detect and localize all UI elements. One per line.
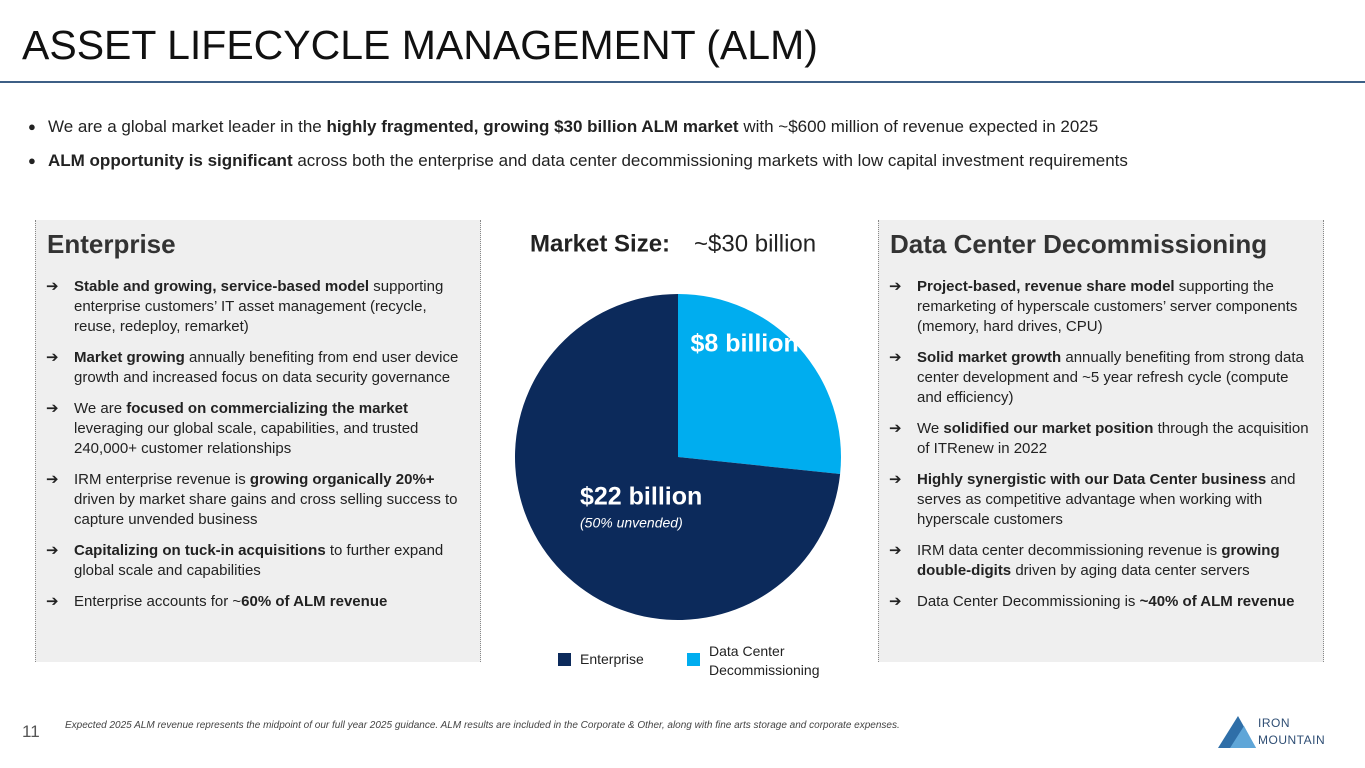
page-number: 11 — [22, 722, 40, 741]
slide-title: ASSET LIFECYCLE MANAGEMENT (ALM) — [22, 22, 818, 68]
text-run: Solid market growth — [917, 349, 1062, 366]
text-run: Stable and growing, service-based model — [74, 278, 370, 295]
text-run: driven by aging data center servers — [1011, 562, 1250, 579]
text-run: across both the enterprise and data cent… — [292, 151, 1128, 170]
logo-text: MOUNTAIN — [1258, 733, 1326, 747]
panel-heading: Data Center Decommissioning — [890, 229, 1268, 259]
text-run: Capitalizing on tuck-in acquisitions — [74, 542, 326, 559]
text-run: ~40% of ALM revenue — [1139, 593, 1295, 610]
text-run: annually benefiting from strong data cen… — [917, 349, 1304, 406]
text-run: highly fragmented, growing $30 billion A… — [326, 117, 739, 136]
text-run: IRM data center decommissioning revenue … — [917, 542, 1222, 559]
text-run: with ~$600 million of revenue expected i… — [738, 117, 1099, 136]
intro-bullet: We are a global market leader in the hig… — [28, 117, 1099, 137]
legend-label: Data Center Decommissioning — [709, 643, 819, 678]
bullet: Highly synergistic with our Data Center … — [889, 470, 1313, 530]
bullet: IRM data center decommissioning revenue … — [889, 541, 1313, 581]
bullet-list: Stable and growing, service-based model … — [46, 277, 470, 623]
pie-slice — [515, 294, 841, 620]
bullet: Capitalizing on tuck-in acquisitions to … — [46, 541, 470, 581]
text-run: Data Center Decommissioning is — [917, 593, 1140, 610]
title-rule — [0, 81, 1365, 83]
chart-title: Market Size: — [530, 230, 670, 257]
text-run: solidified our market position — [943, 420, 1154, 437]
logo-mark — [1218, 716, 1256, 748]
chart: Market Size: ~$30 billion $22 billion (50… — [515, 230, 841, 678]
bullet: We solidified our market position throug… — [889, 419, 1313, 459]
text-run: growing double-digits — [917, 542, 1280, 579]
chart-subtitle: ~$30 billion — [694, 230, 816, 257]
text-run: annually benefiting from end user device… — [74, 349, 459, 386]
bullet: Enterprise accounts for ~60% of ALM reve… — [46, 592, 470, 612]
text-run: We — [917, 420, 944, 437]
slice-label: $8 billion — [690, 330, 798, 358]
enterprise-panel: Enterprise Stable and growing, service-b… — [35, 220, 481, 662]
text-run: Project-based, revenue share model — [917, 278, 1175, 295]
legend-swatch — [558, 653, 571, 666]
panel-heading: Enterprise — [47, 229, 176, 259]
bullet-list: Project-based, revenue share model suppo… — [889, 277, 1313, 623]
text-run: and serves as competitive advantage when… — [917, 471, 1296, 528]
text-run: growing organically 20%+ — [249, 471, 435, 488]
text-run: Enterprise accounts for ~ — [74, 593, 242, 610]
legend-label: Enterprise — [580, 651, 644, 667]
text-run: focused on commercializing the market — [126, 400, 408, 417]
text-run: driven by market share gains and cross s… — [74, 491, 458, 528]
text-run: leveraging our global scale, capabilitie… — [74, 420, 419, 457]
datacenter-panel: Data Center Decommissioning Project-base… — [878, 220, 1324, 662]
slice-note: (50% unvended) — [580, 515, 683, 531]
text-run: ALM opportunity is significant — [48, 151, 293, 170]
text-run: Highly synergistic with our Data Center … — [917, 471, 1267, 488]
bullet: Solid market growth annually benefiting … — [889, 348, 1313, 408]
slice-label: $22 billion — [580, 483, 702, 511]
text-run: through the acquisition of ITRenew in 20… — [917, 420, 1309, 457]
bullet: Project-based, revenue share model suppo… — [889, 277, 1313, 337]
bullet: We are focused on commercializing the ma… — [46, 399, 470, 459]
footnote: Expected 2025 ALM revenue represents the… — [65, 720, 900, 731]
legend-swatch — [687, 653, 700, 666]
text-run: We are — [74, 400, 127, 417]
text-run: 60% of ALM revenue — [241, 593, 388, 610]
bullet: Market growing annually benefiting from … — [46, 348, 470, 388]
intro-bullet: ALM opportunity is significant across bo… — [28, 151, 1128, 171]
bullet: IRM enterprise revenue is growing organi… — [46, 470, 470, 530]
text-run: We are a global market leader in the — [48, 117, 327, 136]
text-run: supporting enterprise customers’ IT asse… — [74, 278, 444, 335]
text-run: IRM enterprise revenue is — [74, 471, 250, 488]
text-run: to further expand global scale and capab… — [74, 542, 444, 579]
text-run: Market growing — [74, 349, 185, 366]
bullet: Data Center Decommissioning is ~40% of A… — [889, 592, 1313, 612]
logo-text: IRON — [1258, 716, 1290, 730]
pie-slice — [678, 294, 841, 475]
text-run: supporting the remarketing of hyperscale… — [917, 278, 1298, 335]
bullet: Stable and growing, service-based model … — [46, 277, 470, 337]
